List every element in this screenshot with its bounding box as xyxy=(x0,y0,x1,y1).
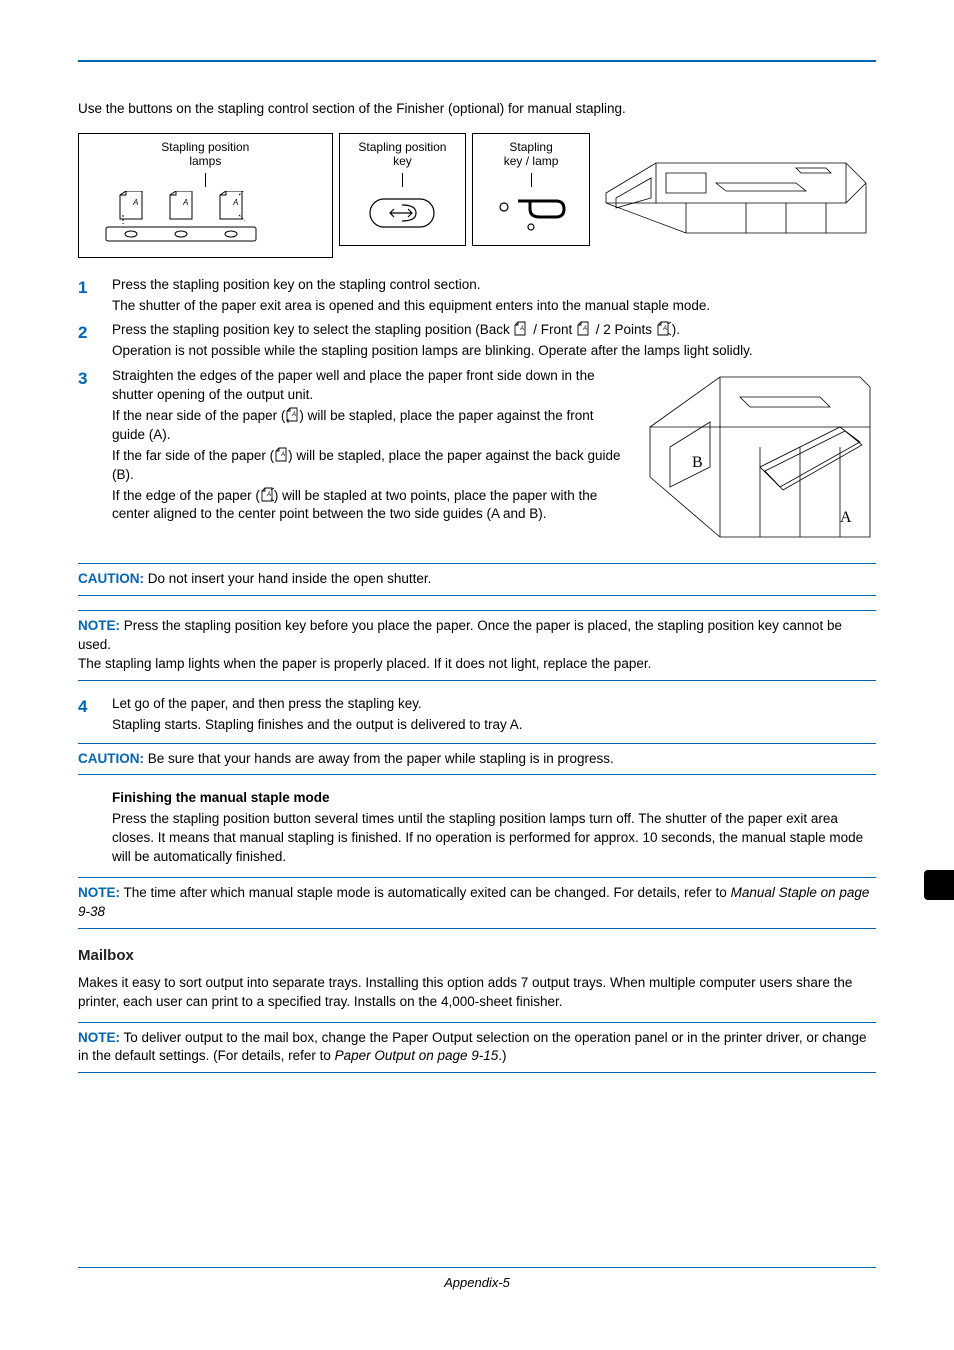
note-3-text2: .) xyxy=(498,1048,506,1063)
step-2-p2: Operation is not possible while the stap… xyxy=(112,342,876,361)
caution-1-text: Do not insert your hand inside the open … xyxy=(144,571,431,586)
note-3-label: NOTE: xyxy=(78,1030,120,1045)
step-2-num: 2 xyxy=(78,321,112,363)
diag3-label2: key / lamp xyxy=(504,154,559,168)
staple-front-icon: A xyxy=(576,321,592,337)
divider xyxy=(78,774,876,775)
paper-guide-illustration: B A xyxy=(640,367,876,553)
note-1-text1: Press the stapling position key before y… xyxy=(78,618,842,652)
svg-text:B: B xyxy=(692,454,703,471)
finishing-text: Press the stapling position button sever… xyxy=(112,810,876,867)
svg-text:A: A xyxy=(840,509,852,526)
staple-2points-icon: A xyxy=(656,321,672,337)
svg-text:A: A xyxy=(232,198,238,207)
step-1: 1 Press the stapling position key on the… xyxy=(78,276,876,318)
step-4: 4 Let go of the paper, and then press th… xyxy=(78,695,876,737)
diag1-label1: Stapling position xyxy=(161,140,249,154)
intro-text: Use the buttons on the stapling control … xyxy=(78,100,876,119)
footer-rule xyxy=(78,1267,876,1268)
mailbox-heading: Mailbox xyxy=(78,945,876,966)
step-1-p2: The shutter of the paper exit area is op… xyxy=(112,297,876,316)
svg-text:A: A xyxy=(519,326,524,332)
note-2: NOTE: The time after which manual staple… xyxy=(78,884,876,922)
svg-text:A: A xyxy=(132,198,138,207)
printer-illustration-top xyxy=(596,133,876,249)
svg-text:A: A xyxy=(582,326,587,332)
step-3-p1: Straighten the edges of the paper well a… xyxy=(112,367,630,405)
steps-list-2: 4 Let go of the paper, and then press th… xyxy=(78,695,876,737)
note-1-label: NOTE: xyxy=(78,618,120,633)
step-4-p2: Stapling starts. Stapling finishes and t… xyxy=(112,716,876,735)
diag2-label1: Stapling position xyxy=(358,140,446,154)
step-3-p4: If the edge of the paper (A) will be sta… xyxy=(112,487,630,525)
svg-text:A: A xyxy=(662,326,667,332)
divider xyxy=(78,595,876,596)
divider xyxy=(78,877,876,878)
diagram-stapling-keylamp: Stapling key / lamp xyxy=(472,133,590,246)
stapling-lamps-icon: A A A xyxy=(100,191,310,247)
diag3-label1: Stapling xyxy=(509,140,552,154)
diagram-stapling-key: Stapling position key xyxy=(339,133,467,246)
divider xyxy=(78,1072,876,1073)
step-3-p2: If the near side of the paper (A) will b… xyxy=(112,407,630,445)
step-1-num: 1 xyxy=(78,276,112,318)
note-3-ref: Paper Output on page 9-15 xyxy=(335,1048,499,1063)
step-3-p3: If the far side of the paper (A) will be… xyxy=(112,447,630,485)
note-1: NOTE: Press the stapling position key be… xyxy=(78,617,876,674)
staple-near-icon: A xyxy=(285,407,299,423)
caution-2-label: CAUTION: xyxy=(78,751,144,766)
stapling-key-lamp-icon xyxy=(486,191,576,235)
caution-1: CAUTION: Do not insert your hand inside … xyxy=(78,570,876,589)
note-2-text1: The time after which manual staple mode … xyxy=(120,885,731,900)
step-3: 3 Straighten the edges of the paper well… xyxy=(78,367,876,553)
diagram-row: Stapling position lamps A xyxy=(78,133,876,258)
divider xyxy=(78,1022,876,1023)
diag2-label2: key xyxy=(393,154,412,168)
step-4-p1: Let go of the paper, and then press the … xyxy=(112,695,876,714)
note-1-text2: The stapling lamp lights when the paper … xyxy=(78,655,876,674)
divider xyxy=(78,928,876,929)
step-2: 2 Press the stapling position key to sel… xyxy=(78,321,876,363)
mailbox-text: Makes it easy to sort output into separa… xyxy=(78,974,876,1012)
diag1-label2: lamps xyxy=(189,154,221,168)
step-4-num: 4 xyxy=(78,695,112,737)
step-3-num: 3 xyxy=(78,367,112,553)
top-rule xyxy=(78,60,876,62)
staple-back-icon: A xyxy=(513,321,529,337)
svg-text:A: A xyxy=(182,198,188,207)
svg-text:A: A xyxy=(280,452,285,458)
step-1-p1: Press the stapling position key on the s… xyxy=(112,276,876,295)
divider xyxy=(78,680,876,681)
staple-far-icon: A xyxy=(274,447,288,463)
caution-1-label: CAUTION: xyxy=(78,571,144,586)
note-2-label: NOTE: xyxy=(78,885,120,900)
page-footer: Appendix-5 xyxy=(0,1274,954,1292)
divider xyxy=(78,743,876,744)
side-tab xyxy=(924,870,954,900)
staple-edge-2points-icon: A xyxy=(260,487,274,503)
step-2-p1: Press the stapling position key to selec… xyxy=(112,321,876,340)
note-3: NOTE: To deliver output to the mail box,… xyxy=(78,1029,876,1067)
svg-text:A: A xyxy=(291,412,296,418)
divider xyxy=(78,610,876,611)
caution-2-text: Be sure that your hands are away from th… xyxy=(144,751,614,766)
divider xyxy=(78,563,876,564)
finishing-heading: Finishing the manual staple mode xyxy=(112,789,876,808)
stapling-position-key-icon xyxy=(362,191,442,235)
caution-2: CAUTION: Be sure that your hands are awa… xyxy=(78,750,876,769)
svg-text:A: A xyxy=(266,492,271,498)
steps-list: 1 Press the stapling position key on the… xyxy=(78,276,876,554)
diagram-stapling-lamps: Stapling position lamps A xyxy=(78,133,333,258)
